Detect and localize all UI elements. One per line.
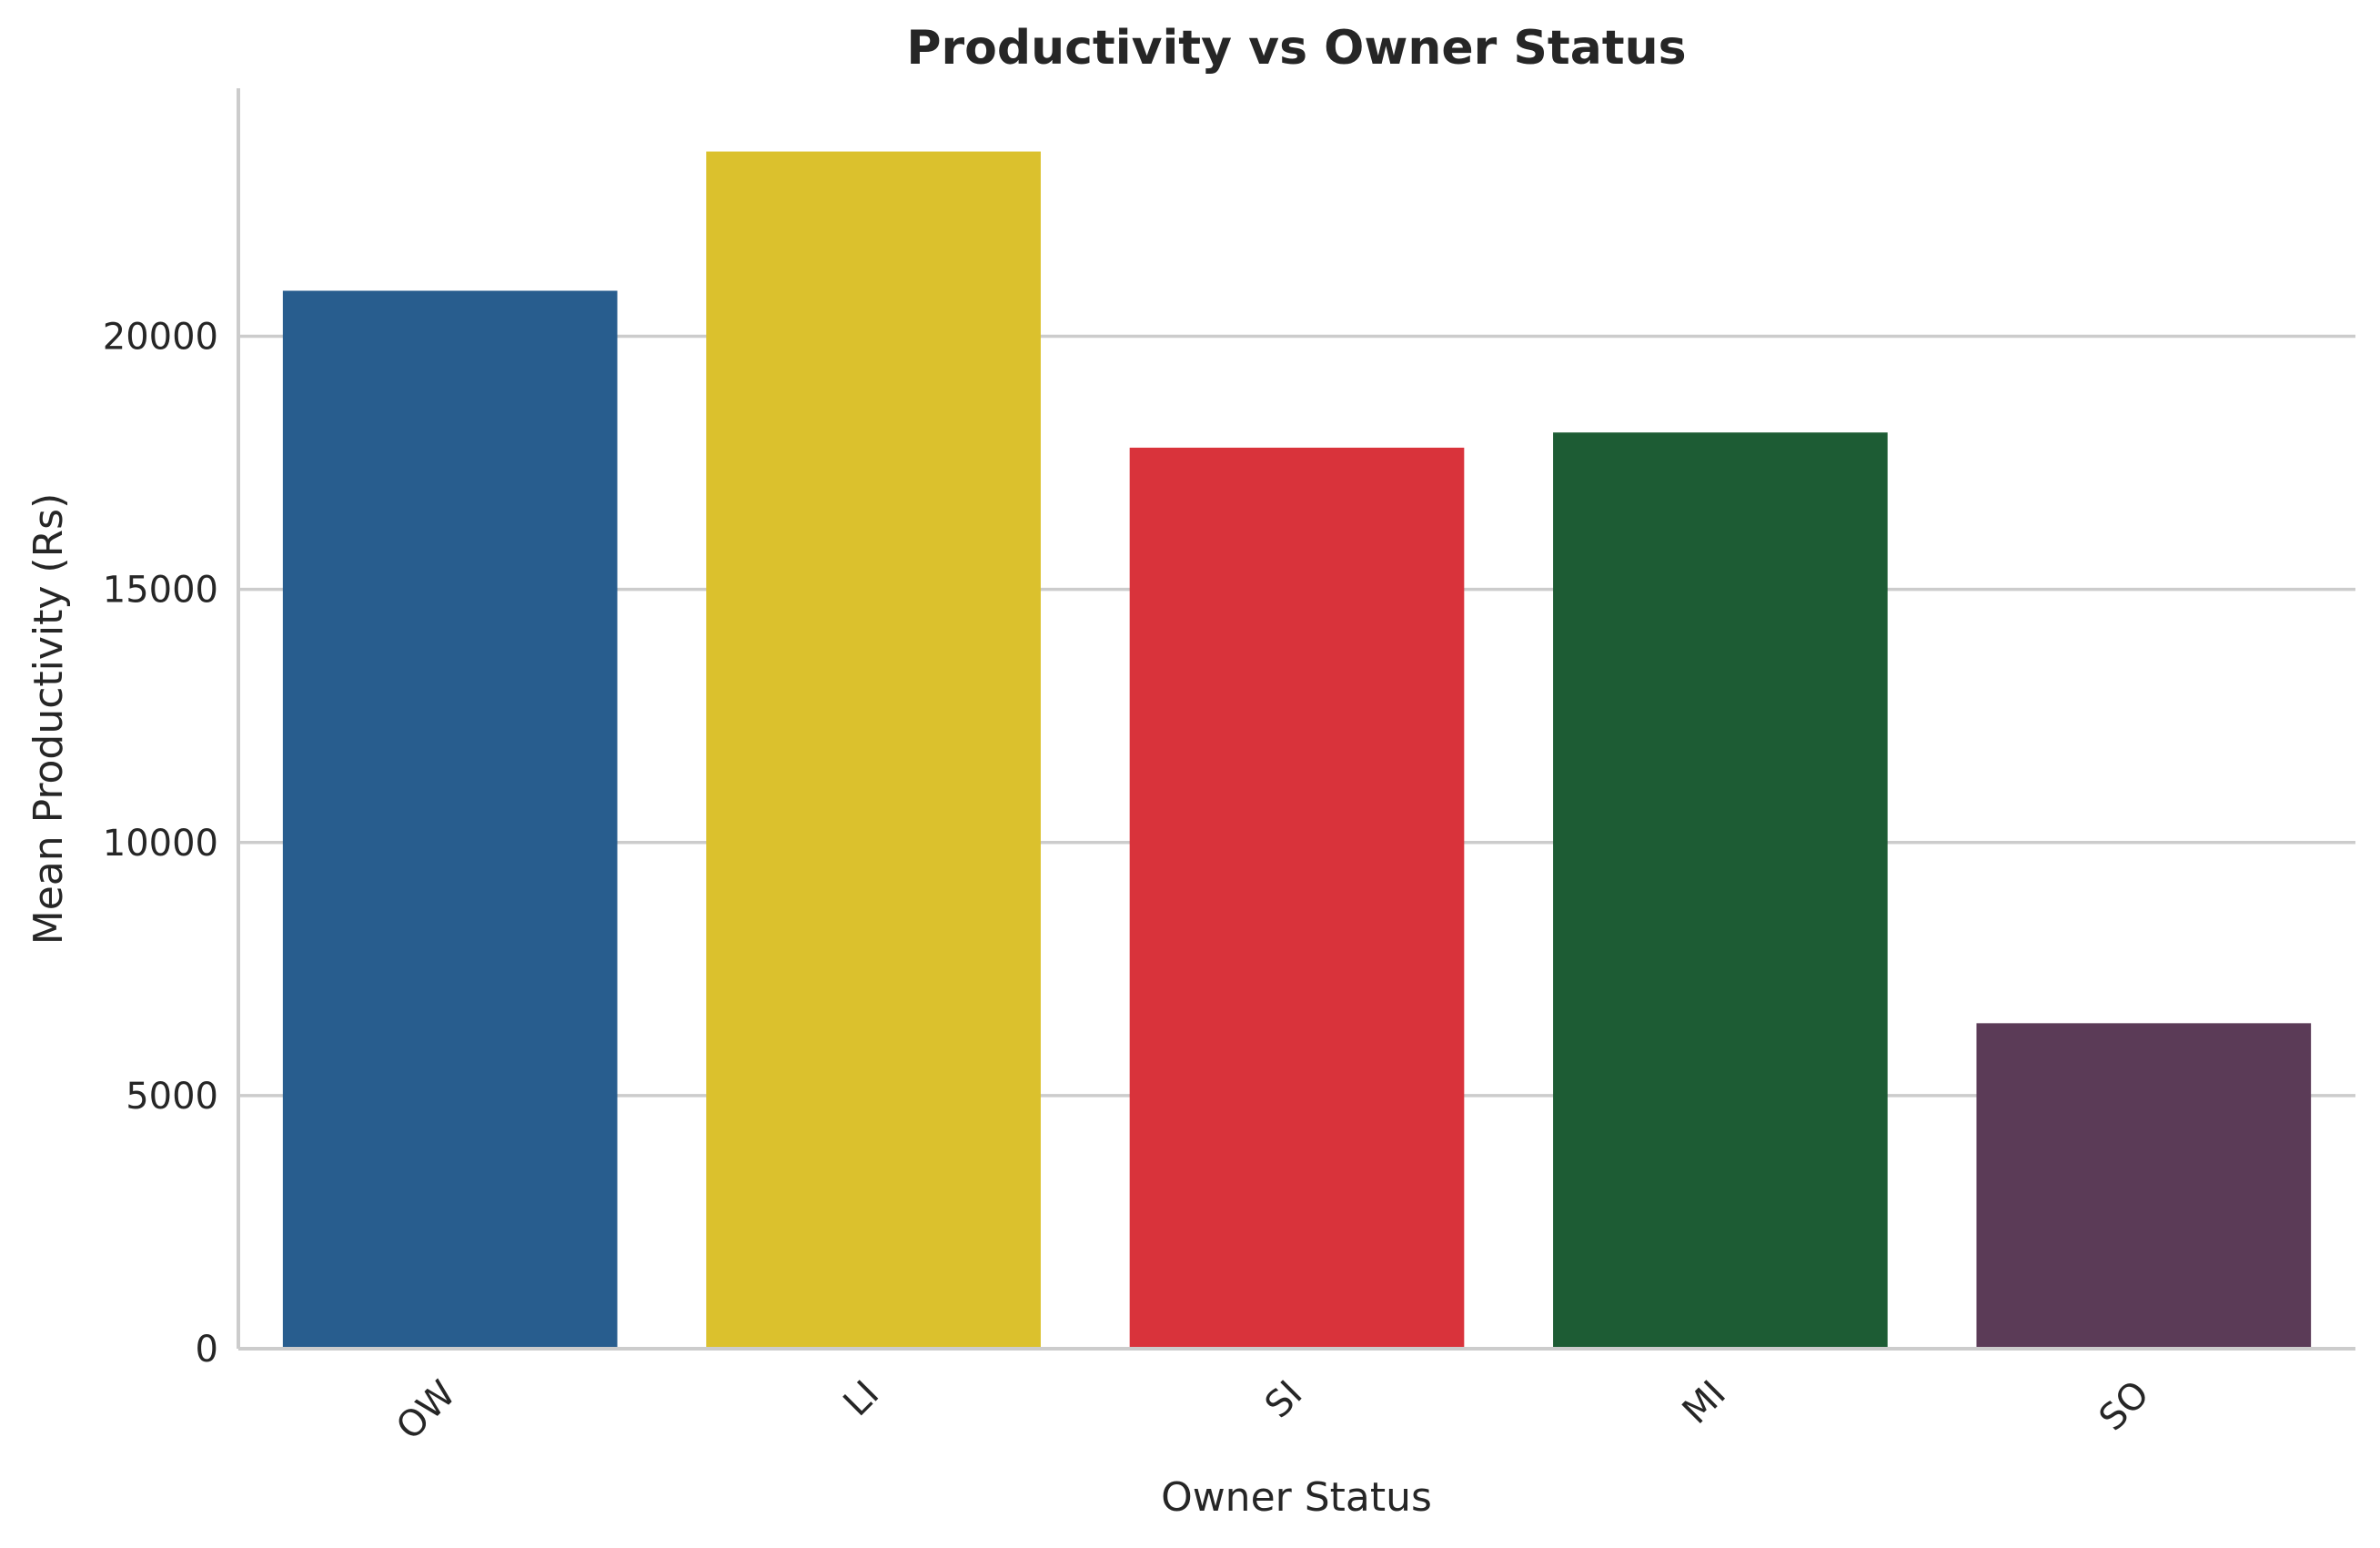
bar-li: [706, 151, 1041, 1350]
y-tick-label: 0: [196, 1329, 218, 1371]
y-axis-title: Mean Productivity (Rs): [25, 493, 72, 946]
y-tick-label: 5000: [126, 1076, 218, 1118]
bar-so: [1976, 1023, 2312, 1349]
bar-mi: [1553, 432, 1888, 1350]
x-axis-title: Owner Status: [1161, 1474, 1432, 1521]
chart-title: Productivity vs Owner Status: [906, 21, 1686, 76]
y-tick-label: 15000: [103, 570, 218, 612]
y-tick-labels: 0 5000 10000 15000 20000: [103, 317, 218, 1371]
bar-ow: [282, 290, 618, 1349]
y-tick-label: 10000: [103, 823, 218, 865]
bars: [282, 151, 2312, 1350]
axes-spines: [237, 88, 2355, 1351]
y-tick-label: 20000: [103, 317, 218, 359]
bar-si: [1129, 447, 1465, 1349]
